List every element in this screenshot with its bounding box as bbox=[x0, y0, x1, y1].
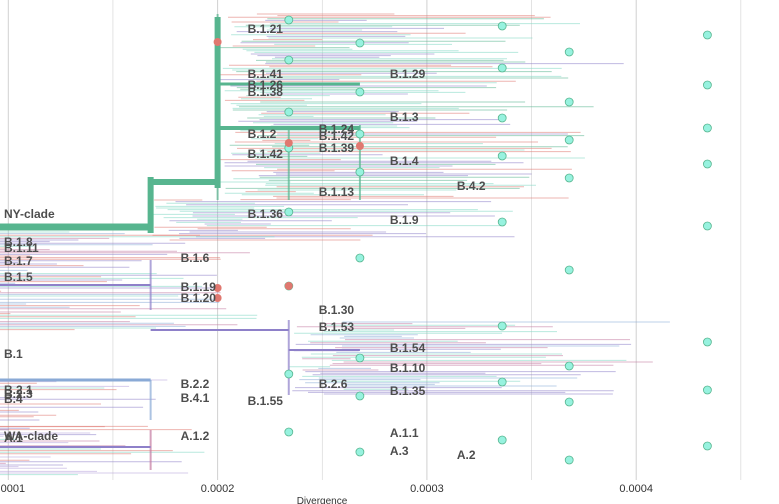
tip-marker-highlight bbox=[355, 142, 364, 150]
tip-marker bbox=[284, 207, 294, 217]
clade-label-b-1-55: B.1.55 bbox=[248, 394, 284, 408]
tip-marker-highlight bbox=[213, 38, 222, 46]
clade-label-b-1-24: B.1.24 bbox=[319, 122, 355, 136]
clade-label-b-1-6: B.1.6 bbox=[181, 251, 210, 265]
clade-label-b-1-41: B.1.41 bbox=[248, 67, 284, 81]
clade-label-b-1-9: B.1.9 bbox=[390, 213, 419, 227]
tip-marker bbox=[355, 87, 365, 97]
clade-label-b-1-30: B.1.30 bbox=[319, 303, 355, 317]
tip-marker bbox=[355, 391, 365, 401]
clade-label-b-1-3: B.1.3 bbox=[390, 110, 419, 124]
tip-marker bbox=[564, 47, 574, 57]
tip-marker bbox=[564, 97, 574, 107]
clade-label-b-1-53: B.1.53 bbox=[319, 320, 355, 334]
tip-marker bbox=[564, 455, 574, 465]
x-tick-label: 0.0003 bbox=[410, 483, 444, 495]
tip-marker bbox=[497, 377, 507, 387]
tip-marker bbox=[284, 369, 294, 379]
tip-marker bbox=[703, 337, 712, 347]
clade-label-b-2-3: B.2.3 bbox=[4, 387, 33, 401]
clade-label-b-1-7: B.1.7 bbox=[4, 254, 33, 268]
tip-marker bbox=[703, 221, 712, 231]
x-axis-title: Divergence bbox=[297, 496, 348, 504]
tip-marker bbox=[355, 167, 365, 177]
x-tick-label: 0.0001 bbox=[0, 483, 25, 495]
tip-marker bbox=[355, 38, 365, 48]
tip-marker bbox=[497, 217, 507, 227]
clade-label-a-1-1: A.1.1 bbox=[390, 426, 419, 440]
clade-label-b-1-42: B.1.42 bbox=[319, 129, 355, 143]
clade-label-b-4-1: B.4.1 bbox=[181, 391, 210, 405]
tip-marker bbox=[497, 21, 507, 31]
tip-marker bbox=[497, 151, 507, 161]
tip-marker-highlight bbox=[284, 139, 293, 147]
background-branches bbox=[0, 13, 670, 476]
clade-label-b-1-21: B.1.21 bbox=[248, 22, 284, 36]
clade-label-b-1-5: B.1.5 bbox=[4, 270, 33, 284]
tip-marker bbox=[703, 123, 712, 133]
clade-label-b-1-13: B.1.13 bbox=[319, 185, 355, 199]
tip-marker bbox=[497, 435, 507, 445]
tip-marker bbox=[284, 427, 294, 437]
clade-label-b-1-8: B.1.8 bbox=[4, 235, 33, 249]
clade-label-b-1-42: B.1.42 bbox=[248, 147, 284, 161]
clade-label-b-4-2: B.4.2 bbox=[457, 179, 486, 193]
clade-label-wa-clade: WA-clade bbox=[4, 429, 58, 443]
tip-marker bbox=[497, 63, 507, 73]
clade-labels: B.1.21 B.1.41B.1.26B.1.38 B.1.29 B.1.3 B.1.2… bbox=[4, 22, 486, 462]
tip-marker bbox=[564, 173, 574, 183]
clade-label-b-1-29: B.1.29 bbox=[390, 67, 426, 81]
clade-label-b-2-1: B.2.1 bbox=[4, 383, 33, 397]
clade-label-b-1-2: B.1.2 bbox=[248, 127, 277, 141]
tip-marker bbox=[284, 55, 294, 65]
clade-label-a-1: A.1 bbox=[4, 431, 23, 445]
tip-marker bbox=[284, 15, 294, 25]
clade-label-a-2: A.2 bbox=[457, 448, 476, 462]
clade-label-b-1-54: B.1.54 bbox=[390, 341, 426, 355]
tip-marker bbox=[355, 447, 365, 457]
clade-label-b-1-38: B.1.38 bbox=[248, 85, 284, 99]
clade-label-ny-clade: NY-clade bbox=[4, 207, 55, 221]
tip-marker bbox=[355, 253, 365, 263]
clade-label-b-1-26: B.1.26 bbox=[248, 78, 284, 92]
clade-label-b-1-10: B.1.10 bbox=[390, 361, 426, 375]
tip-marker bbox=[497, 113, 507, 123]
clade-label-b-1-39: B.1.39 bbox=[319, 141, 355, 155]
clade-label-a-3: A.3 bbox=[390, 444, 409, 458]
tip-marker-highlight bbox=[213, 294, 222, 302]
tip-marker bbox=[703, 80, 712, 90]
tip-marker-highlight bbox=[213, 284, 222, 292]
clade-label-b-4: B.4 bbox=[4, 392, 23, 406]
tip-marker bbox=[564, 361, 574, 371]
tip-marker bbox=[355, 129, 365, 139]
clade-label-b-1-4: B.1.4 bbox=[390, 154, 419, 168]
tip-marker bbox=[564, 265, 574, 275]
clade-label-b-1-20: B.1.20 bbox=[181, 291, 217, 305]
tip-marker bbox=[703, 441, 712, 451]
tip-marker bbox=[564, 135, 574, 145]
tip-marker bbox=[355, 353, 365, 363]
tip-marker bbox=[703, 159, 712, 169]
clade-label-b-1-36: B.1.36 bbox=[248, 207, 284, 221]
clade-label-b-2-2: B.2.2 bbox=[181, 377, 210, 391]
tip-marker bbox=[703, 30, 712, 40]
clade-label-b-1-35: B.1.35 bbox=[390, 384, 426, 398]
tip-markers bbox=[213, 15, 712, 465]
tip-marker bbox=[497, 321, 507, 331]
clade-label-b-1: B.1 bbox=[4, 347, 23, 361]
tip-marker bbox=[284, 107, 294, 117]
clade-label-b-2-6: B.2.6 bbox=[319, 377, 348, 391]
clade-label-b-1-11: B.1.11 bbox=[4, 241, 39, 255]
x-axis: 0.0001 0.0002 0.0003 0.0004 Divergence bbox=[0, 483, 653, 504]
clade-label-b-1-19: B.1.19 bbox=[181, 280, 217, 294]
tip-marker bbox=[564, 397, 574, 407]
tip-marker bbox=[703, 385, 712, 395]
tip-marker-highlight bbox=[284, 282, 293, 290]
x-tick-label: 0.0002 bbox=[201, 483, 235, 495]
backbone-branches bbox=[0, 17, 360, 448]
x-tick-label: 0.0004 bbox=[619, 483, 653, 495]
clade-label-a-1-2: A.1.2 bbox=[181, 429, 210, 443]
